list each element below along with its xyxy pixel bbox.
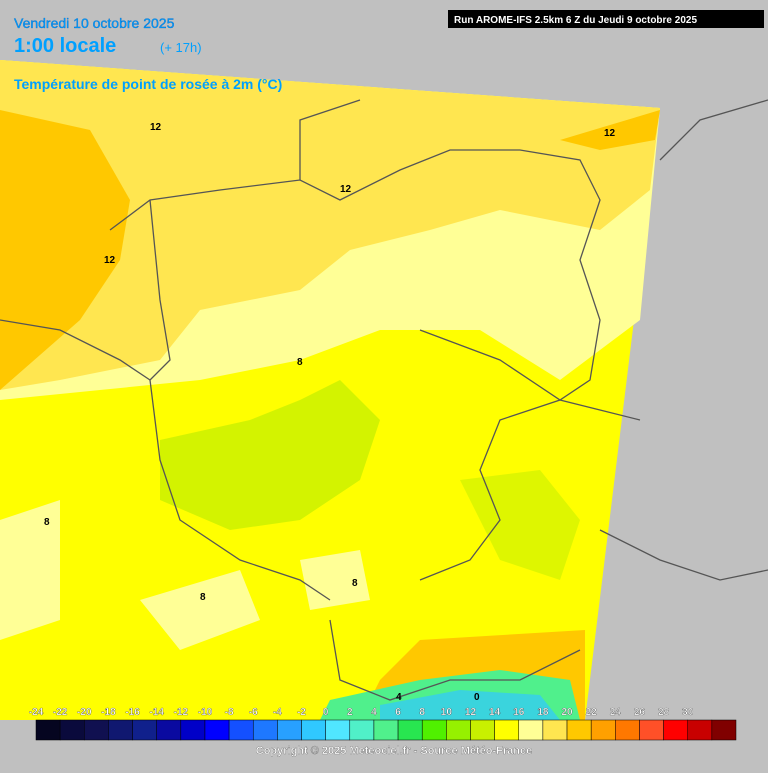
contour-label: 12 — [340, 184, 352, 195]
colorbar-label: 12 — [465, 707, 477, 718]
colorbar-box — [542, 719, 568, 741]
colorbar-box — [639, 719, 664, 741]
parameter: Température de point de rosée à 2m (°C) — [14, 76, 282, 92]
colorbar-label: 10 — [441, 707, 453, 718]
colorbar-label: -2 — [297, 707, 306, 718]
borders — [0, 99, 768, 701]
colorbar-label: -18 — [101, 707, 116, 718]
colorbar-label: -10 — [198, 707, 213, 718]
colorbar-box — [711, 719, 737, 741]
colorbar-label: -4 — [273, 707, 282, 718]
contour-label: 8 — [297, 357, 303, 368]
colorbar-box — [518, 719, 544, 741]
contour-label: 0 — [474, 692, 480, 703]
colorbar-box — [59, 719, 85, 741]
colorbar-label: 4 — [371, 707, 377, 718]
colorbar-label: -14 — [149, 707, 164, 718]
colorbar-box — [180, 719, 206, 741]
colorbar-box — [615, 719, 640, 741]
colorbar-box — [228, 719, 254, 741]
time: 1:00 locale — [14, 35, 116, 57]
colorbar-label: -6 — [249, 707, 258, 718]
colorbar-box — [566, 719, 592, 741]
colorbar-label: 24 — [610, 707, 622, 718]
colorbar-label: -12 — [174, 707, 189, 718]
colorbar-label: -24 — [29, 707, 44, 718]
colorbar-label: 22 — [586, 707, 598, 718]
colorbar-box — [301, 719, 326, 741]
colorbar-box — [84, 719, 109, 741]
run-box — [448, 10, 764, 28]
colorbar-box — [397, 719, 423, 741]
contour-label: 8 — [352, 578, 358, 589]
colorbar-box — [494, 719, 520, 741]
colorbar-label: 28 — [658, 707, 670, 718]
colorbar-label: -22 — [53, 707, 68, 718]
colorbar-label: 26 — [634, 707, 646, 718]
colorbar-box — [687, 719, 713, 741]
colorbar-box — [35, 719, 61, 741]
field — [0, 60, 660, 720]
colorbar-box — [349, 719, 375, 741]
colorbar-box — [421, 719, 447, 741]
colorbar-box — [325, 719, 351, 741]
colorbar-label: 0 — [323, 707, 329, 718]
colorbar-box — [132, 719, 157, 741]
contour-label: 8 — [44, 517, 50, 528]
colorbar-box — [277, 719, 302, 741]
colorbar-label: 8 — [419, 707, 425, 718]
colorbar-box — [590, 719, 616, 741]
contour-label: 12 — [604, 128, 616, 139]
colorbar: -24 -22 -20 -18 -16 -14 -12 -10 -8 -6 -4 -2 0 2 4 6 8 10 1… — [29, 707, 737, 741]
colorbar-box — [470, 719, 495, 741]
colorbar-label: -16 — [125, 707, 140, 718]
colorbar-label: 14 — [489, 707, 501, 718]
contour-label: 12 — [150, 122, 162, 133]
colorbar-box — [373, 719, 399, 741]
contour-label: 8 — [200, 592, 206, 603]
colorbar-box — [156, 719, 182, 741]
copyright: Copyright © 2025 Meteociel.fr - Source M… — [256, 745, 532, 757]
colorbar-label: 6 — [395, 707, 401, 718]
colorbar-label: 2 — [347, 707, 353, 718]
colorbar-box — [663, 719, 688, 741]
contour-label: 4 — [396, 692, 402, 703]
colorbar-box — [204, 719, 230, 741]
contour-label: 12 — [104, 255, 116, 266]
run-info: Run AROME-IFS 2.5km 6 Z du Jeudi 9 octob… — [454, 15, 697, 26]
colorbar-box — [252, 719, 278, 741]
colorbar-label: -8 — [225, 707, 234, 718]
lead-time: (+ 17h) — [160, 40, 202, 55]
colorbar-label: 16 — [513, 707, 525, 718]
colorbar-label: -20 — [77, 707, 92, 718]
contour-labels: 12 12 12 12 8 8 8 8 4 0 — [44, 122, 616, 703]
colorbar-label: 30 — [682, 707, 694, 718]
date: Vendredi 10 octobre 2025 — [14, 15, 175, 31]
colorbar-box — [108, 719, 133, 741]
colorbar-label: 20 — [561, 707, 573, 718]
colorbar-box — [446, 719, 471, 741]
colorbar-label: 18 — [537, 707, 549, 718]
